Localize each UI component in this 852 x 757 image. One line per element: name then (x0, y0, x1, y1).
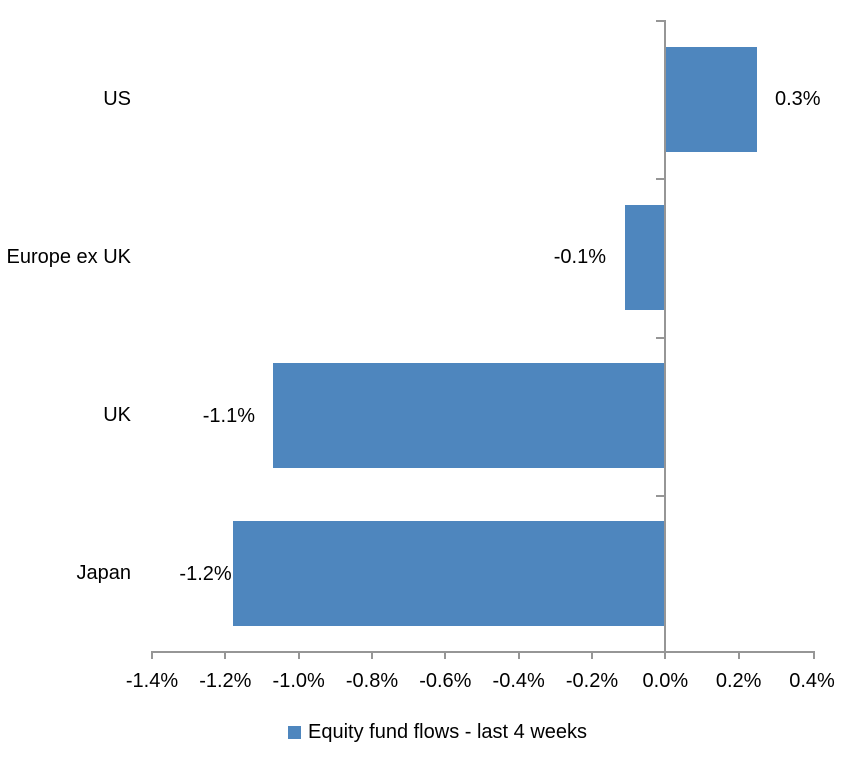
x-tick-label-1-4: -1.4% (125, 670, 179, 692)
category-label-uk: UK (103, 404, 131, 427)
x-axis-tick (517, 651, 520, 659)
bar-uk (273, 363, 666, 469)
value-axis-zero-line (664, 20, 667, 653)
x-axis-tick (224, 651, 227, 659)
x-tick-label-0-0: 0.0% (642, 670, 689, 692)
bar-japan (232, 521, 666, 627)
x-axis-tick (664, 651, 667, 659)
legend-swatch-icon (288, 725, 301, 739)
x-tick-label-0-4: 0.4% (789, 670, 835, 692)
x-tick-label-1-2: -1.2% (199, 670, 252, 692)
data-label-japan: -1.2% (179, 562, 232, 585)
x-tick-label-0-2: -0.2% (565, 670, 619, 692)
x-tick-label-1-0: -1.0% (272, 670, 325, 692)
x-axis-tick (297, 651, 300, 659)
category-boundary-tick (656, 20, 665, 22)
category-boundary-tick (656, 178, 665, 181)
legend-label: Equity fund flows - last 4 weeks (308, 721, 588, 743)
data-label-europe-ex-uk: -0.1% (553, 246, 606, 269)
x-axis-line (152, 651, 814, 653)
category-boundary-tick (656, 336, 665, 339)
x-axis-tick (444, 651, 447, 659)
x-axis-tick (737, 651, 740, 659)
category-boundary-tick (656, 494, 665, 497)
x-axis-tick (151, 651, 153, 659)
category-label-europe-ex-uk: Europe ex UK (6, 245, 131, 268)
x-axis-tick (591, 651, 593, 659)
x-axis-tick (813, 651, 815, 659)
data-label-uk: -1.1% (202, 404, 255, 427)
data-label-us: 0.3% (775, 88, 821, 111)
x-tick-label-0-6: -0.6% (419, 670, 472, 692)
bar-europe-ex-uk (625, 204, 666, 310)
x-tick-label-0-2: 0.2% (715, 670, 762, 692)
bar-us (665, 46, 757, 152)
category-label-japan: Japan (76, 562, 132, 585)
category-label-us: US (103, 87, 131, 110)
x-tick-label-0-4: -0.4% (492, 670, 545, 692)
x-tick-label-0-8: -0.8% (345, 670, 399, 692)
x-axis-tick (371, 651, 373, 659)
legend: Equity fund flows - last 4 weeks (288, 720, 587, 744)
